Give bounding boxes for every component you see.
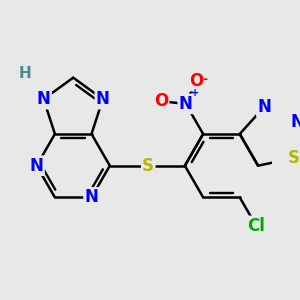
Text: -: - (202, 73, 207, 85)
Text: H: H (19, 66, 32, 81)
Text: S: S (142, 157, 154, 175)
Text: N: N (179, 95, 193, 113)
Text: O: O (154, 92, 168, 110)
Text: O: O (189, 72, 203, 90)
Text: N: N (30, 157, 44, 175)
Text: N: N (37, 90, 50, 108)
Text: +: + (191, 88, 199, 98)
Text: N: N (96, 90, 110, 108)
Text: Cl: Cl (247, 217, 265, 235)
Text: S: S (288, 149, 300, 167)
Text: N: N (291, 113, 300, 131)
Text: N: N (85, 188, 98, 206)
Text: N: N (257, 98, 271, 116)
